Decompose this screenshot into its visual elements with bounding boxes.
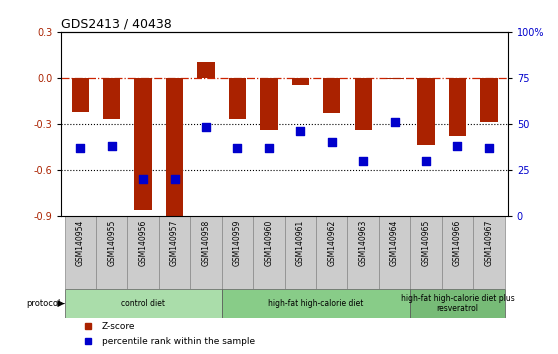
- Point: [76, 145, 85, 150]
- Text: Z-score: Z-score: [102, 322, 135, 331]
- Text: GSM140965: GSM140965: [421, 219, 431, 266]
- Bar: [229, 78, 246, 119]
- Text: GSM140957: GSM140957: [170, 219, 179, 266]
- Bar: [260, 78, 277, 130]
- Bar: [166, 78, 183, 223]
- Bar: [410, 216, 442, 289]
- Point: [264, 145, 273, 150]
- Text: GDS2413 / 40438: GDS2413 / 40438: [61, 18, 172, 31]
- Bar: [222, 289, 410, 318]
- Bar: [417, 78, 435, 145]
- Text: GSM140966: GSM140966: [453, 219, 462, 266]
- Bar: [410, 289, 504, 318]
- Text: GSM140960: GSM140960: [264, 219, 273, 266]
- Text: GSM140964: GSM140964: [390, 219, 399, 266]
- Bar: [348, 216, 379, 289]
- Bar: [442, 216, 473, 289]
- Bar: [379, 216, 410, 289]
- Text: GSM140967: GSM140967: [484, 219, 493, 266]
- Text: GSM140958: GSM140958: [201, 219, 210, 266]
- Text: percentile rank within the sample: percentile rank within the sample: [102, 337, 254, 346]
- Point: [107, 143, 116, 149]
- Bar: [285, 216, 316, 289]
- Text: GSM140955: GSM140955: [107, 219, 116, 266]
- Bar: [480, 78, 498, 122]
- Point: [390, 119, 399, 125]
- Point: [201, 125, 210, 130]
- Bar: [354, 78, 372, 130]
- Text: GSM140961: GSM140961: [296, 219, 305, 266]
- Bar: [198, 63, 215, 78]
- Bar: [292, 78, 309, 85]
- Text: GSM140959: GSM140959: [233, 219, 242, 266]
- Point: [359, 158, 368, 163]
- Text: protocol: protocol: [26, 299, 61, 308]
- Bar: [449, 78, 466, 136]
- Bar: [96, 216, 127, 289]
- Bar: [222, 216, 253, 289]
- Point: [296, 128, 305, 134]
- Text: GSM140954: GSM140954: [76, 219, 85, 266]
- Bar: [386, 78, 403, 79]
- Point: [233, 145, 242, 150]
- Point: [170, 176, 179, 182]
- Text: high-fat high-calorie diet plus
resveratrol: high-fat high-calorie diet plus resverat…: [401, 294, 514, 313]
- Text: control diet: control diet: [121, 299, 165, 308]
- Bar: [134, 78, 152, 210]
- Bar: [127, 216, 159, 289]
- Point: [484, 145, 493, 150]
- Point: [422, 158, 431, 163]
- Point: [138, 176, 147, 182]
- Point: [328, 139, 336, 145]
- Text: high-fat high-calorie diet: high-fat high-calorie diet: [268, 299, 364, 308]
- Bar: [323, 78, 340, 113]
- Text: GSM140956: GSM140956: [138, 219, 148, 266]
- Text: GSM140963: GSM140963: [359, 219, 368, 266]
- Bar: [473, 216, 504, 289]
- Bar: [103, 78, 121, 119]
- Bar: [65, 289, 222, 318]
- Text: GSM140962: GSM140962: [327, 219, 336, 266]
- Bar: [71, 78, 89, 112]
- Bar: [65, 216, 96, 289]
- Bar: [159, 216, 190, 289]
- Bar: [316, 216, 348, 289]
- Bar: [253, 216, 285, 289]
- Bar: [190, 216, 222, 289]
- Point: [453, 143, 462, 149]
